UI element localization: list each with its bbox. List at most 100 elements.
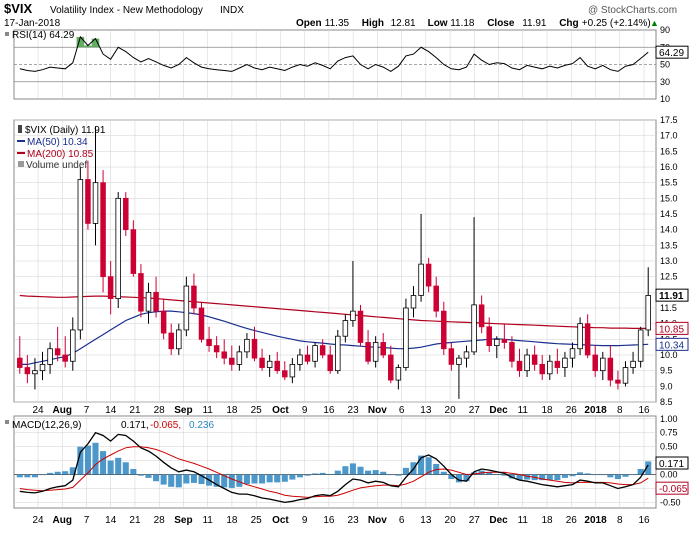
candle	[130, 220, 137, 277]
candle-body	[615, 379, 621, 384]
price-tick: 9.5	[660, 366, 673, 376]
candle	[168, 323, 174, 355]
macd-histogram-bar	[395, 474, 402, 476]
candle-body	[115, 197, 121, 299]
macd-histogram-bar	[524, 474, 531, 480]
candle	[501, 323, 508, 349]
x-tick-label-bottom: 16	[638, 515, 650, 526]
candle-body	[221, 351, 227, 359]
rsi-label-text: RSI(14) 64.29	[12, 30, 75, 41]
macd-histogram-bar	[380, 471, 387, 475]
candle-body	[531, 354, 538, 365]
candle	[138, 264, 144, 318]
macd-histogram-bar	[372, 470, 379, 475]
candle	[622, 361, 629, 387]
signal-badge-text: -0.065	[659, 484, 688, 495]
candle	[516, 348, 523, 377]
x-tick-label: 18	[226, 405, 238, 416]
x-tick-label: 8	[617, 405, 623, 416]
rsi-overbought-fill	[91, 38, 100, 48]
macd-histogram-bar	[69, 467, 76, 475]
candle	[584, 314, 591, 359]
x-tick-label: 27	[469, 405, 481, 416]
candle-body	[342, 320, 349, 337]
x-tick-label: 28	[154, 405, 166, 416]
candle	[297, 348, 303, 371]
candle	[107, 261, 114, 315]
price-close-badge-box	[655, 288, 689, 302]
macd-histogram-bar	[77, 446, 84, 475]
candle	[312, 342, 318, 368]
candle-body	[229, 357, 235, 365]
x-tick-label-bottom: 7	[84, 515, 90, 526]
legend-price: $VIX (Daily) 11.91	[25, 125, 106, 136]
candle	[85, 160, 91, 230]
candle	[304, 345, 311, 365]
macd-histogram-bar	[471, 472, 478, 475]
macd-histogram-bar	[637, 468, 644, 475]
price-tick: 13.5	[660, 240, 678, 250]
candle	[47, 342, 53, 374]
candle-body	[130, 229, 137, 274]
x-tick-label-bottom: 6	[399, 515, 405, 526]
candle-body	[47, 348, 53, 365]
macd-histogram-bar	[577, 472, 584, 475]
x-tick-label-bottom: 28	[154, 515, 166, 526]
ohlc-value-2: 11.18	[450, 18, 475, 29]
candle	[24, 355, 31, 384]
price-tick: 9.0	[660, 381, 673, 391]
candle	[183, 276, 190, 337]
rsi-label-icon	[5, 32, 9, 36]
candle-body	[236, 351, 243, 365]
x-tick-label: Dec	[489, 405, 508, 416]
candle-body	[62, 354, 68, 362]
macd-tick: 1.00	[660, 414, 678, 424]
candle-body	[266, 360, 273, 368]
ohlc-label-4: Chg	[559, 18, 578, 29]
candle	[569, 342, 576, 368]
x-tick-label-bottom: 9	[302, 515, 308, 526]
candle-body	[365, 342, 371, 362]
macd-label-signal: -0.065,	[150, 420, 181, 431]
macd-histogram-bar	[516, 474, 523, 481]
signal-badge: -0.065	[655, 481, 689, 495]
macd-histogram-bar	[289, 474, 296, 480]
legend-volume-icon	[18, 161, 24, 167]
ohlc-label-3: Close	[487, 18, 515, 29]
candle	[198, 301, 205, 343]
candle-body	[282, 370, 288, 378]
candle	[448, 342, 455, 371]
macd-histogram-bar	[561, 474, 568, 478]
candle	[221, 339, 227, 365]
x-tick-label: 26	[566, 405, 578, 416]
x-tick-label-bottom: 11	[202, 515, 213, 526]
candle-body	[153, 291, 159, 312]
candle	[410, 286, 417, 318]
candle	[32, 358, 38, 390]
macd-histogram-bar	[539, 474, 546, 481]
x-tick-label: Aug	[53, 405, 72, 416]
candle-body	[213, 345, 220, 353]
candle	[191, 273, 197, 315]
candle-body	[456, 357, 462, 365]
candle	[577, 317, 583, 355]
macd-histogram-bar	[228, 474, 235, 488]
price-tick: 12.5	[660, 272, 678, 282]
candle-body	[471, 304, 477, 353]
candle	[403, 298, 409, 371]
candle	[562, 351, 568, 377]
candle	[282, 361, 288, 381]
candle-body	[77, 179, 84, 331]
candle-body	[539, 363, 545, 375]
candle	[289, 358, 296, 384]
change-up-icon: ▲	[650, 18, 659, 28]
macd-histogram-bar	[486, 472, 493, 475]
candle-body	[584, 323, 591, 356]
candle	[335, 329, 341, 374]
x-tick-label: 23	[348, 405, 360, 416]
macd-histogram-bar	[645, 461, 652, 475]
macd-histogram-bar	[236, 474, 243, 487]
x-tick-label-bottom: 14	[105, 515, 117, 526]
candle	[547, 355, 553, 381]
signal-badge-box	[655, 481, 689, 495]
